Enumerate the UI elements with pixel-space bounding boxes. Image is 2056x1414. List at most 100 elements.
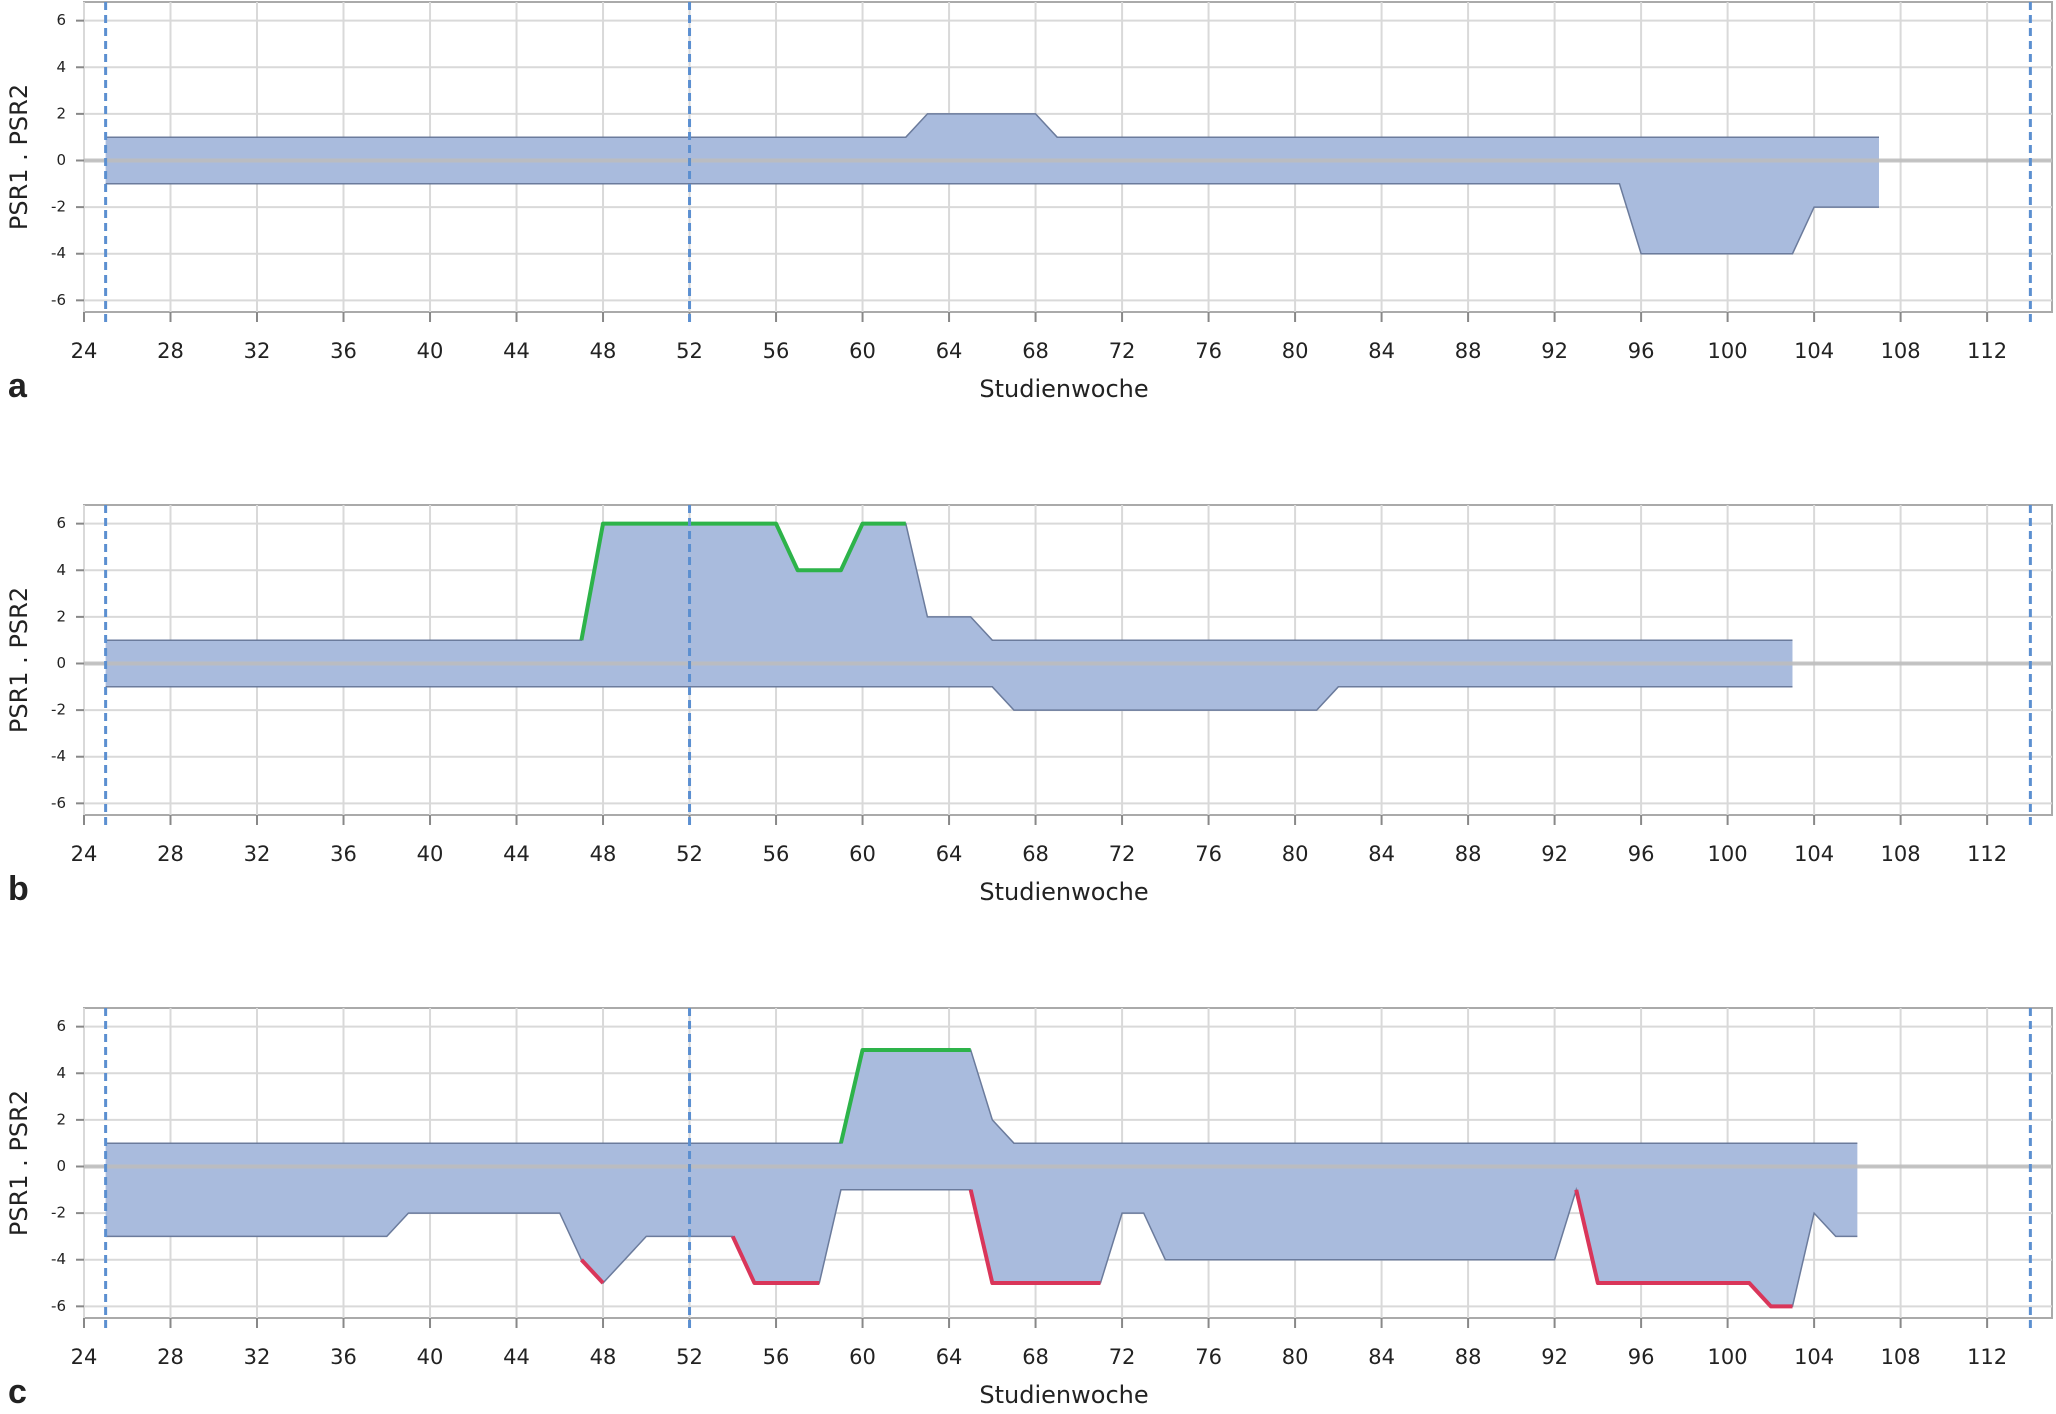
alert-line [838,1047,971,1144]
x-tick-label: 76 [1195,1345,1222,1369]
y-axis-label: PSR1 . PSR2 [5,1090,33,1236]
y-tick-label: 2 [56,1110,66,1128]
alert-line [579,1189,1793,1309]
x-tick-label: 112 [1967,339,2007,363]
x-tick-label: 96 [1628,842,1655,866]
y-axis-label: PSR1 . PSR2 [5,84,33,230]
y-tick-label: 2 [56,607,66,625]
x-tick-label: 24 [71,339,98,363]
y-tick-label: 0 [56,151,66,169]
x-tick-label: 92 [1541,339,1568,363]
y-tick-label: 0 [56,654,66,672]
x-tick-label: 40 [417,842,444,866]
x-tick-label: 32 [244,339,271,363]
x-tick-label: 32 [244,842,271,866]
x-tick-label: 28 [157,842,184,866]
x-tick-label: 60 [849,339,876,363]
x-tick-label: 84 [1368,1345,1395,1369]
x-tick-label: 88 [1455,339,1482,363]
y-tick-label: 4 [56,1064,66,1082]
x-tick-label: 88 [1455,1345,1482,1369]
x-tick-label: 24 [71,842,98,866]
x-tick-label: 76 [1195,842,1222,866]
x-tick-label: 68 [1022,339,1049,363]
y-tick-label: 2 [56,104,66,122]
x-tick-label: 104 [1794,339,1834,363]
x-tick-label: 48 [590,339,617,363]
y-tick-label: 4 [56,561,66,579]
range-edge [105,686,1793,711]
range-edge [105,183,1879,255]
y-tick-label: -6 [51,794,66,812]
x-tick-label: 72 [1109,1345,1136,1369]
x-tick-label: 100 [1708,842,1748,866]
x-tick-label: 68 [1022,1345,1049,1369]
y-tick-label: 4 [56,58,66,76]
x-tick-label: 48 [590,842,617,866]
y-tick-label: -4 [51,1250,66,1268]
x-tick-label: 60 [849,842,876,866]
panel-label: c [8,1373,27,1411]
x-axis-label: Studienwoche [979,1381,1148,1409]
x-tick-label: 44 [503,842,530,866]
y-axis-label: PSR1 . PSR2 [5,587,33,733]
y-tick-label: -6 [51,291,66,309]
x-tick-label: 108 [1881,339,1921,363]
x-axis-label: Studienwoche [979,878,1148,906]
range-band [105,1049,1858,1307]
x-tick-label: 80 [1282,1345,1309,1369]
x-tick-label: 28 [157,1345,184,1369]
y-tick-label: -6 [51,1297,66,1315]
x-tick-label: 52 [676,842,703,866]
x-tick-label: 40 [417,339,444,363]
y-tick-label: -2 [51,701,66,719]
x-tick-label: 100 [1708,339,1748,363]
x-tick-label: 56 [763,339,790,363]
x-tick-label: 92 [1541,842,1568,866]
x-tick-label: 72 [1109,339,1136,363]
x-tick-label: 52 [676,1345,703,1369]
x-tick-label: 52 [676,339,703,363]
x-tick-label: 104 [1794,1345,1834,1369]
x-tick-label: 24 [71,1345,98,1369]
range-edge [105,1049,1858,1144]
x-axis-label: Studienwoche [979,375,1148,403]
x-tick-label: 112 [1967,842,2007,866]
x-tick-label: 84 [1368,842,1395,866]
x-tick-label: 40 [417,1345,444,1369]
x-tick-label: 60 [849,1345,876,1369]
x-tick-label: 108 [1881,1345,1921,1369]
x-tick-label: 96 [1628,339,1655,363]
x-tick-label: 56 [763,1345,790,1369]
y-tick-label: 6 [56,11,66,29]
x-tick-label: 44 [503,339,530,363]
panel-label: b [8,870,29,908]
x-tick-label: 80 [1282,842,1309,866]
y-tick-label: -4 [51,244,66,262]
x-tick-label: 76 [1195,339,1222,363]
x-tick-label: 36 [330,339,357,363]
x-tick-label: 80 [1282,339,1309,363]
alert-line [579,521,906,641]
x-tick-label: 72 [1109,842,1136,866]
x-tick-label: 84 [1368,339,1395,363]
x-tick-label: 88 [1455,842,1482,866]
x-tick-label: 36 [330,842,357,866]
x-tick-label: 92 [1541,1345,1568,1369]
x-tick-label: 32 [244,1345,271,1369]
x-tick-label: 104 [1794,842,1834,866]
x-tick-label: 48 [590,1345,617,1369]
x-tick-label: 100 [1708,1345,1748,1369]
y-tick-label: 0 [56,1157,66,1175]
x-tick-label: 112 [1967,1345,2007,1369]
y-tick-label: -4 [51,747,66,765]
x-tick-label: 28 [157,339,184,363]
x-tick-label: 64 [936,339,963,363]
x-tick-label: 44 [503,1345,530,1369]
x-tick-label: 36 [330,1345,357,1369]
y-tick-label: -2 [51,1204,66,1222]
y-tick-label: -2 [51,198,66,216]
x-tick-label: 96 [1628,1345,1655,1369]
y-tick-label: 6 [56,1017,66,1035]
